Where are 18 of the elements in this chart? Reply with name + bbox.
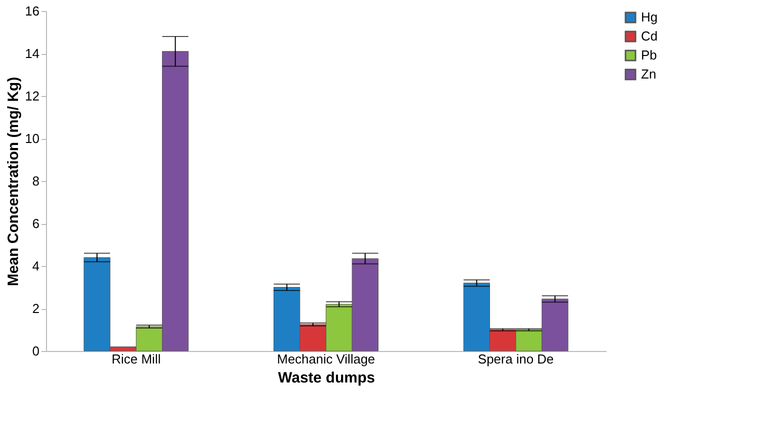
y-tick-label: 12 — [25, 88, 40, 104]
x-axis-title: Waste dumps — [278, 370, 375, 386]
y-tick-label: 10 — [25, 131, 40, 146]
y-axis-title: Mean Concentration (mg/ Kg) — [5, 76, 22, 286]
legend-label: Zn — [641, 66, 656, 82]
legend-label: Pb — [641, 48, 657, 62]
y-tick-label: 6 — [32, 216, 40, 231]
legend-label: Cd — [641, 28, 658, 44]
y-tick-label: 4 — [32, 258, 40, 274]
y-tick-label: 2 — [32, 301, 40, 316]
y-tick-label: 8 — [32, 174, 40, 188]
y-tick-label: 0 — [32, 344, 40, 358]
legend-label: Hg — [641, 10, 658, 24]
x-tick-label: Rice Mill — [112, 352, 161, 366]
x-tick-label: Mechanic Village — [276, 352, 376, 366]
y-tick-label: 16 — [25, 4, 40, 18]
y-tick-label: 14 — [25, 46, 40, 61]
x-tick-label: Spera ino De — [478, 352, 554, 366]
